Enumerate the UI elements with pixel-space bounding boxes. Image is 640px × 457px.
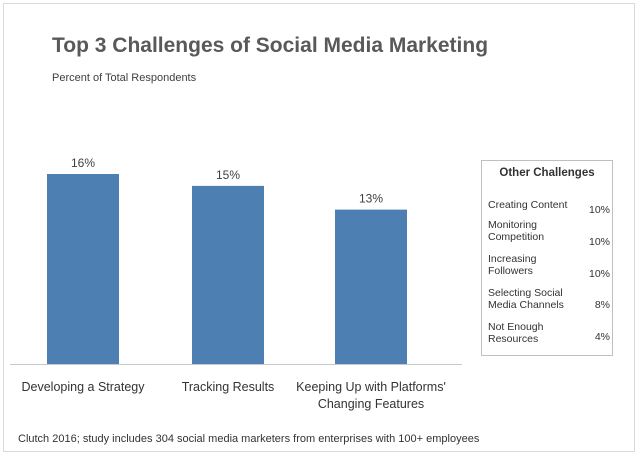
other-challenge-value: 4%	[594, 331, 610, 343]
bar	[47, 174, 119, 364]
category-label: Developing a Strategy	[22, 380, 146, 394]
data-label: 13%	[359, 192, 383, 206]
other-challenge-value: 8%	[594, 299, 610, 311]
category-label: Changing Features	[318, 397, 424, 411]
other-challenge-value: 10%	[588, 204, 610, 216]
other-challenge-label: Not Enough Resources	[488, 321, 544, 345]
other-challenge-label: Selecting Social Media Channels	[488, 287, 564, 311]
bar	[192, 185, 264, 364]
data-label: 15%	[216, 168, 240, 182]
chart-title: Top 3 Challenges of Social Media Marketi…	[52, 34, 489, 57]
other-challenges-box: Other Challenges Creating Content 10% Mo…	[481, 160, 613, 356]
category-label: Keeping Up with Platforms'	[296, 380, 446, 394]
other-challenge-label: Creating Content	[488, 199, 568, 211]
other-challenges-title: Other Challenges	[499, 167, 595, 179]
other-challenge-value: 10%	[588, 268, 610, 280]
data-label: 16%	[71, 156, 95, 170]
bar-chart: 16% Developing a Strategy 15% Tracking Resu…	[10, 156, 462, 411]
chart-subtitle: Percent of Total Respondents	[52, 72, 197, 84]
category-label: Tracking Results	[182, 380, 275, 394]
other-challenge-label: Increasing Followers	[488, 253, 537, 277]
other-challenge-label: Monitoring Competition	[488, 219, 545, 243]
bar	[335, 209, 407, 364]
other-challenge-value: 10%	[588, 236, 610, 248]
chart-footnote: Clutch 2016; study includes 304 social m…	[18, 433, 480, 445]
